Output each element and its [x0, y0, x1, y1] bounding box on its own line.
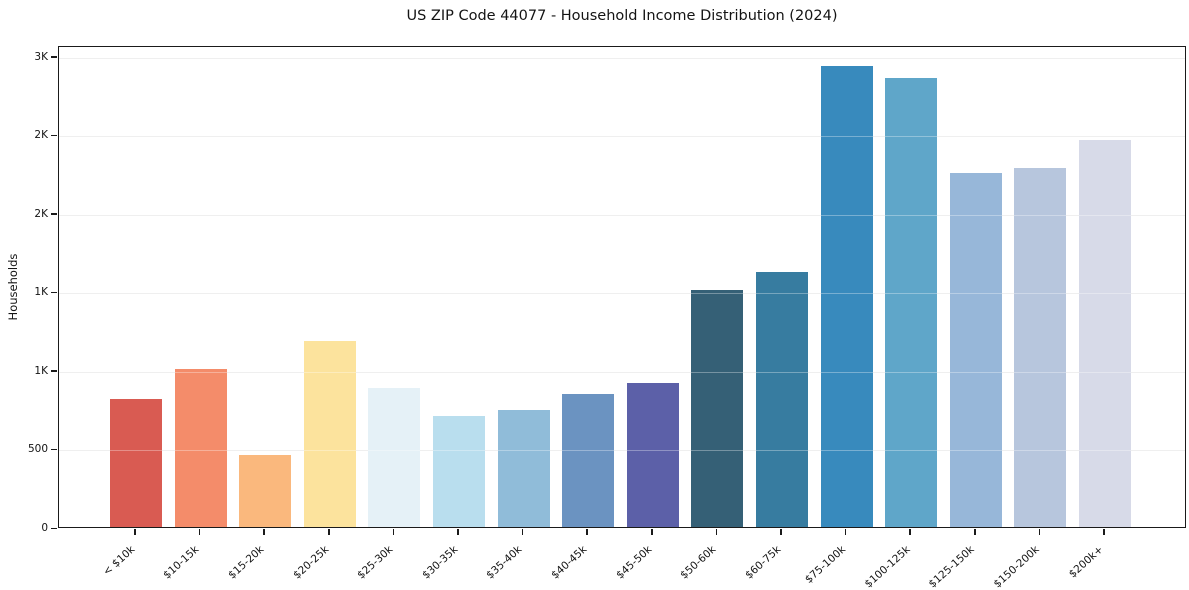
x-tick-label: $15-20k	[226, 543, 267, 582]
x-tick-label: $200k+	[1067, 543, 1107, 581]
gridline-overlay	[59, 450, 1185, 452]
gridline	[59, 293, 1185, 295]
bar-5	[368, 388, 421, 527]
gridline-overlay	[59, 371, 1185, 373]
x-tick-mark	[844, 529, 847, 535]
bar-10	[691, 289, 744, 527]
bar-15	[1014, 168, 1067, 527]
x-tick-label: $20-25k	[290, 543, 331, 582]
x-tick-label: $100-125k	[862, 543, 913, 590]
x-tick-label: < $10k	[100, 543, 138, 579]
gridline	[59, 371, 1185, 373]
y-tick-mark	[51, 370, 57, 372]
y-tick-label: 1K	[34, 286, 48, 299]
x-tick-label: $30-35k	[419, 543, 461, 582]
x-tick-label: $75-100k	[802, 543, 848, 586]
y-tick-mark	[51, 291, 57, 294]
bar-6	[433, 415, 485, 527]
y-tick-label: 3K	[34, 50, 48, 63]
bar-8	[562, 393, 615, 527]
bar-11	[756, 271, 808, 527]
chart-title: US ZIP Code 44077 - Household Income Dis…	[406, 8, 838, 24]
gridline-overlay	[59, 57, 1185, 59]
x-tick-mark	[651, 529, 653, 535]
x-tick-mark	[1103, 529, 1105, 535]
gridline-overlay	[59, 293, 1185, 295]
bar-7	[497, 410, 550, 527]
x-tick-mark	[909, 529, 911, 535]
y-tick-label: 500	[27, 443, 48, 456]
x-tick-mark	[263, 529, 265, 535]
gridline	[59, 136, 1185, 138]
x-tick-label: $10-15k	[161, 543, 202, 582]
y-tick-mark	[51, 56, 57, 58]
x-tick-mark	[328, 529, 330, 535]
y-tick-label: 1K	[34, 364, 48, 377]
x-tick-label: $50-60k	[678, 543, 719, 582]
gridline	[59, 57, 1185, 59]
y-tick-label: 2K	[34, 207, 48, 220]
x-tick-mark	[392, 529, 395, 535]
x-tick-mark	[134, 529, 136, 535]
y-tick-label: 2K	[34, 129, 48, 142]
gridline-overlay	[59, 214, 1185, 216]
bar-3	[239, 454, 292, 527]
bar-16	[1079, 140, 1131, 527]
bar-2	[174, 369, 227, 527]
gridline-overlay	[59, 136, 1185, 138]
x-tick-mark	[198, 529, 201, 535]
x-tick-mark	[586, 529, 588, 535]
plot-area	[58, 46, 1186, 528]
x-tick-label: $125-150k	[926, 543, 977, 590]
x-tick-label: $25-30k	[355, 543, 396, 582]
bar-9	[626, 382, 679, 527]
x-tick-mark	[715, 529, 718, 535]
x-tick-mark	[457, 529, 459, 535]
x-tick-mark	[521, 529, 524, 535]
x-tick-label: $35-40k	[484, 543, 525, 582]
bar-1	[110, 399, 162, 527]
gridline	[59, 450, 1185, 452]
x-tick-mark	[780, 529, 782, 535]
bar-13	[885, 77, 938, 527]
x-tick-label: $45-50k	[613, 543, 654, 582]
y-tick-label: 0	[41, 522, 48, 534]
y-tick-mark	[51, 134, 57, 137]
x-tick-mark	[1038, 529, 1041, 535]
bar-4	[303, 340, 356, 527]
bar-12	[820, 66, 873, 527]
y-tick-mark	[51, 527, 57, 529]
gridline	[59, 214, 1185, 216]
x-tick-label: $150-200k	[991, 543, 1042, 590]
bar-14	[949, 172, 1002, 527]
y-tick-mark	[51, 448, 57, 451]
y-tick-mark	[51, 213, 57, 215]
x-tick-label: $40-45k	[549, 543, 590, 582]
x-tick-label: $60-75k	[742, 543, 784, 582]
x-tick-mark	[974, 529, 976, 535]
